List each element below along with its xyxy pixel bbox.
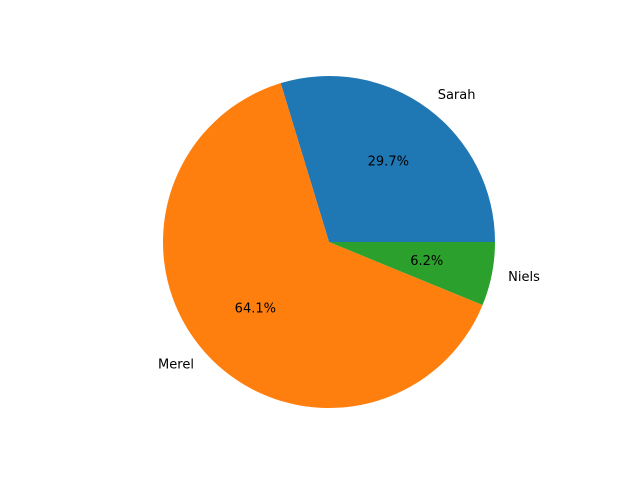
slice-label-niels: Niels — [508, 270, 540, 285]
slice-label-merel: Merel — [158, 357, 194, 372]
slice-label-sarah: Sarah — [438, 88, 476, 103]
percent-label-merel: 64.1% — [235, 302, 276, 317]
percent-label-niels: 6.2% — [410, 254, 443, 269]
pie-slice-niels — [329, 242, 495, 306]
pie-slices — [163, 75, 495, 409]
pie-slice-merel — [163, 83, 483, 409]
pie-slice-sarah — [280, 75, 495, 242]
pie-labels: Sarah 29.7% Merel 64.1% Niels 6.2% — [158, 88, 540, 373]
percent-label-sarah: 29.7% — [368, 154, 409, 169]
